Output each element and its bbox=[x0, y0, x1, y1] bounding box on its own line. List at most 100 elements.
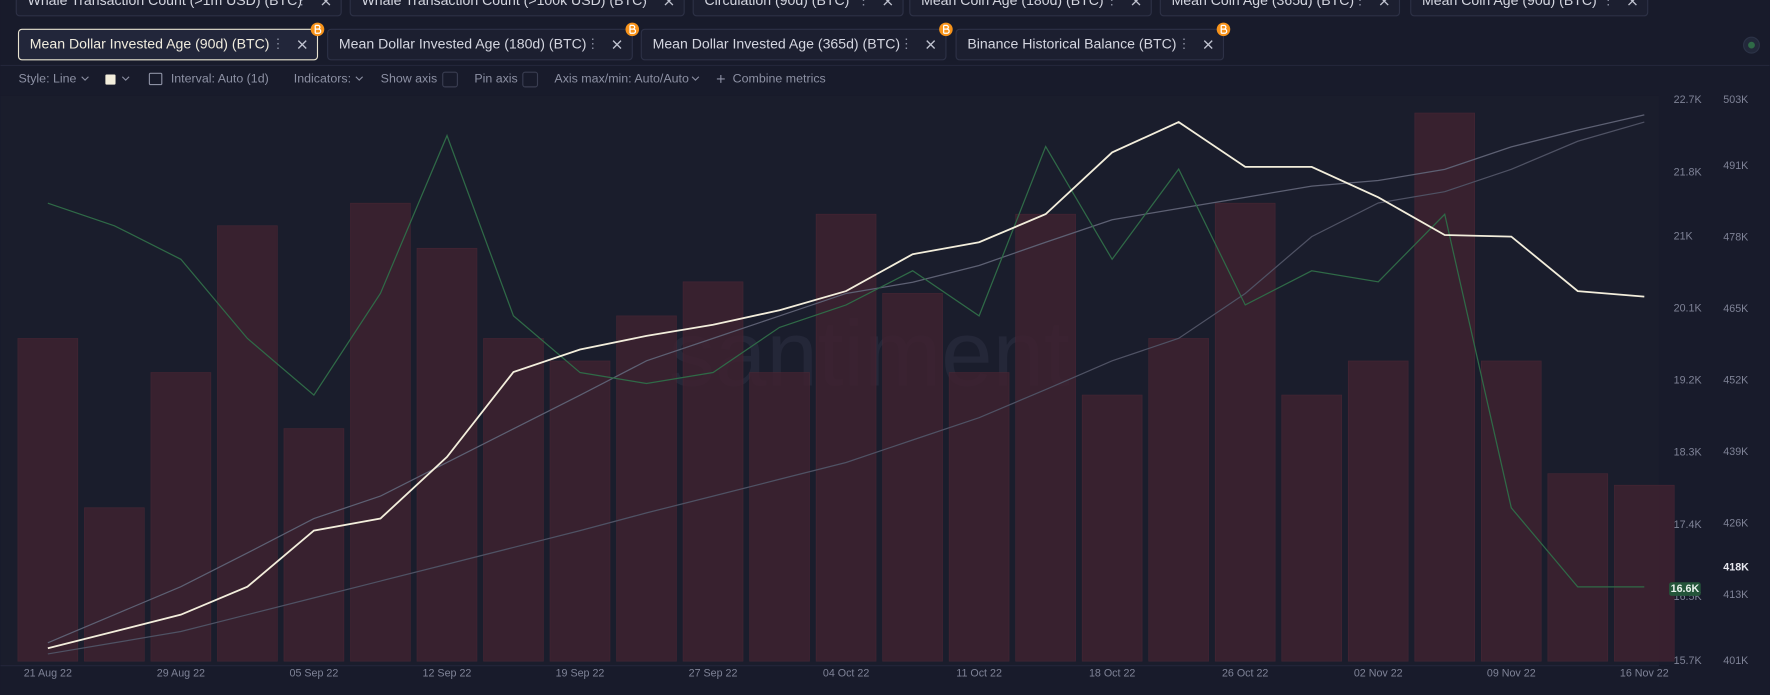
line bbox=[47, 133, 1645, 588]
tab-menu: ⋮ bbox=[586, 36, 600, 51]
bitcoin-glyph bbox=[943, 24, 950, 34]
tab-close[interactable] bbox=[297, 40, 307, 49]
tab-label: Binance Historical Balance (BTC) bbox=[967, 35, 1176, 51]
y-tick-label: 15.7K bbox=[1674, 655, 1703, 667]
toolbar-item[interactable]: Combine metrics bbox=[733, 71, 826, 85]
x-tick-label: 12 Sep 22 bbox=[423, 667, 472, 679]
metric-tab[interactable]: Whale Transaction Count (>1m USD) (BTC)⋮ bbox=[15, 0, 342, 17]
tab-menu: ⋮ bbox=[638, 0, 652, 8]
tab-menu: ⋮ bbox=[900, 36, 914, 51]
tab-close[interactable] bbox=[1628, 0, 1637, 6]
metric-tab[interactable]: Mean Coin Age (365d) (BTC)⋮ bbox=[1159, 0, 1401, 17]
tab-label: Mean Coin Age (180d) (BTC) bbox=[921, 0, 1104, 8]
tab-close[interactable] bbox=[883, 0, 893, 6]
bar bbox=[1347, 360, 1409, 662]
bar bbox=[948, 372, 1010, 662]
y-tick-label: 19.2K bbox=[1674, 375, 1703, 387]
bar bbox=[882, 293, 943, 662]
tab-box[interactable] bbox=[692, 0, 904, 17]
x-tick-label: 19 Sep 22 bbox=[556, 667, 605, 679]
metric-tab[interactable]: Mean Dollar Invested Age (180d) (BTC) ⋮ bbox=[327, 22, 640, 61]
bar bbox=[84, 507, 145, 662]
plot: santiment15.7K16.5K17.4K18.3K19.2K20.1K2… bbox=[0, 94, 1749, 679]
tab-box[interactable] bbox=[1159, 0, 1401, 17]
toolbar-item[interactable]: Show axis bbox=[381, 71, 438, 85]
y-tick-label: 491K bbox=[1723, 160, 1749, 172]
tab-box[interactable] bbox=[15, 0, 342, 17]
bar bbox=[1148, 338, 1209, 662]
tab-close[interactable] bbox=[1203, 40, 1213, 49]
metric-tab[interactable]: Circulation (90d) (BTC) ⋮ bbox=[692, 0, 904, 17]
y-tick-label: 20.1K bbox=[1674, 303, 1703, 315]
plus-icon bbox=[716, 75, 725, 83]
tab-label: Mean Coin Age (90d) (BTC) bbox=[1422, 0, 1597, 8]
tab-label: Circulation (90d) (BTC) bbox=[704, 0, 849, 8]
bitcoin-glyph bbox=[629, 24, 637, 34]
bar bbox=[150, 372, 212, 662]
x-tick-label: 18 Oct 22 bbox=[1089, 667, 1135, 679]
x-tick-label: 11 Oct 22 bbox=[956, 667, 1002, 679]
x-tick-label: 27 Sep 22 bbox=[689, 667, 738, 679]
y-tick-label: 17.4K bbox=[1674, 519, 1703, 531]
bar bbox=[1547, 473, 1609, 662]
toolbar-item[interactable]: Style: Line bbox=[19, 71, 77, 85]
tab-close[interactable] bbox=[926, 40, 936, 49]
metric-tab[interactable]: Whale Transaction Count (>100k USD) (BTC… bbox=[349, 0, 685, 17]
bar bbox=[1614, 484, 1675, 662]
bar bbox=[1015, 213, 1076, 662]
tab-label: Mean Coin Age (365d) (BTC) bbox=[1172, 0, 1355, 8]
current-value-badge bbox=[1669, 582, 1701, 596]
bar bbox=[549, 360, 611, 662]
tab-label: Whale Transaction Count (>100k USD) (BTC… bbox=[361, 0, 647, 8]
metric-tab[interactable]: Mean Coin Age (180d) (BTC)⋮ bbox=[909, 0, 1152, 17]
tab-close[interactable] bbox=[664, 0, 674, 6]
x-tick-label: 09 Nov 22 bbox=[1487, 667, 1536, 679]
bar bbox=[749, 372, 810, 662]
y-tick-label: 21.8K bbox=[1674, 166, 1703, 178]
tab-box[interactable] bbox=[17, 28, 319, 61]
tab-box[interactable] bbox=[349, 0, 685, 17]
tab-close[interactable] bbox=[1131, 0, 1141, 6]
bar bbox=[350, 202, 411, 662]
metric-tab[interactable]: Mean Dollar Invested Age (90d) (BTC) ⋮ bbox=[17, 22, 325, 61]
tab-label: Whale Transaction Count (>1m USD) (BTC) bbox=[28, 0, 303, 8]
tab-box[interactable] bbox=[640, 28, 947, 61]
tab-menu: ⋮ bbox=[857, 0, 871, 8]
tab-close[interactable] bbox=[612, 40, 622, 49]
bar bbox=[1480, 360, 1542, 662]
y-tick-label: 452K bbox=[1723, 375, 1749, 387]
tab-menu: ⋮ bbox=[1105, 0, 1119, 8]
toolbar-item[interactable]: Interval: Auto (1d) bbox=[171, 71, 269, 85]
tab-box[interactable] bbox=[909, 0, 1152, 17]
color-swatch[interactable] bbox=[105, 74, 116, 85]
tab-box[interactable] bbox=[1410, 0, 1649, 17]
checkbox[interactable] bbox=[442, 71, 458, 88]
y-tick-label: 21K bbox=[1674, 230, 1694, 242]
toolbar-item[interactable]: Pin axis bbox=[474, 71, 517, 85]
x-tick-label: 05 Sep 22 bbox=[290, 667, 339, 679]
tab-box[interactable] bbox=[327, 28, 633, 61]
toolbar-item[interactable]: Indicators: bbox=[294, 71, 351, 85]
metric-tab[interactable]: Binance Historical Balance (BTC) ⋮ bbox=[955, 22, 1231, 61]
tab-label: Mean Dollar Invested Age (180d) (BTC) bbox=[339, 35, 587, 51]
y-tick-label: 478K bbox=[1723, 232, 1749, 244]
tab-menu: ⋮ bbox=[1177, 36, 1191, 51]
checkbox[interactable] bbox=[522, 71, 539, 88]
metric-tab[interactable]: Mean Coin Age (90d) (BTC) ⋮ bbox=[1410, 0, 1649, 17]
bar bbox=[416, 247, 478, 662]
metric-tab[interactable]: Mean Dollar Invested Age (365d) (BTC) ⋮ bbox=[640, 22, 953, 61]
tab-box[interactable] bbox=[955, 28, 1225, 61]
tab-close[interactable] bbox=[1379, 0, 1389, 6]
toolbar-item[interactable]: Axis max/min: Auto/Auto bbox=[554, 71, 689, 85]
bar bbox=[1414, 112, 1476, 662]
x-tick-label: 02 Nov 22 bbox=[1354, 667, 1403, 679]
bitcoin-glyph bbox=[1220, 24, 1228, 34]
y-tick-label: 413K bbox=[1723, 589, 1749, 601]
y-tick-label: 401K bbox=[1723, 655, 1749, 667]
tab-close[interactable] bbox=[321, 0, 331, 6]
line bbox=[47, 121, 1645, 650]
bar bbox=[17, 338, 79, 662]
line bbox=[47, 114, 1645, 644]
